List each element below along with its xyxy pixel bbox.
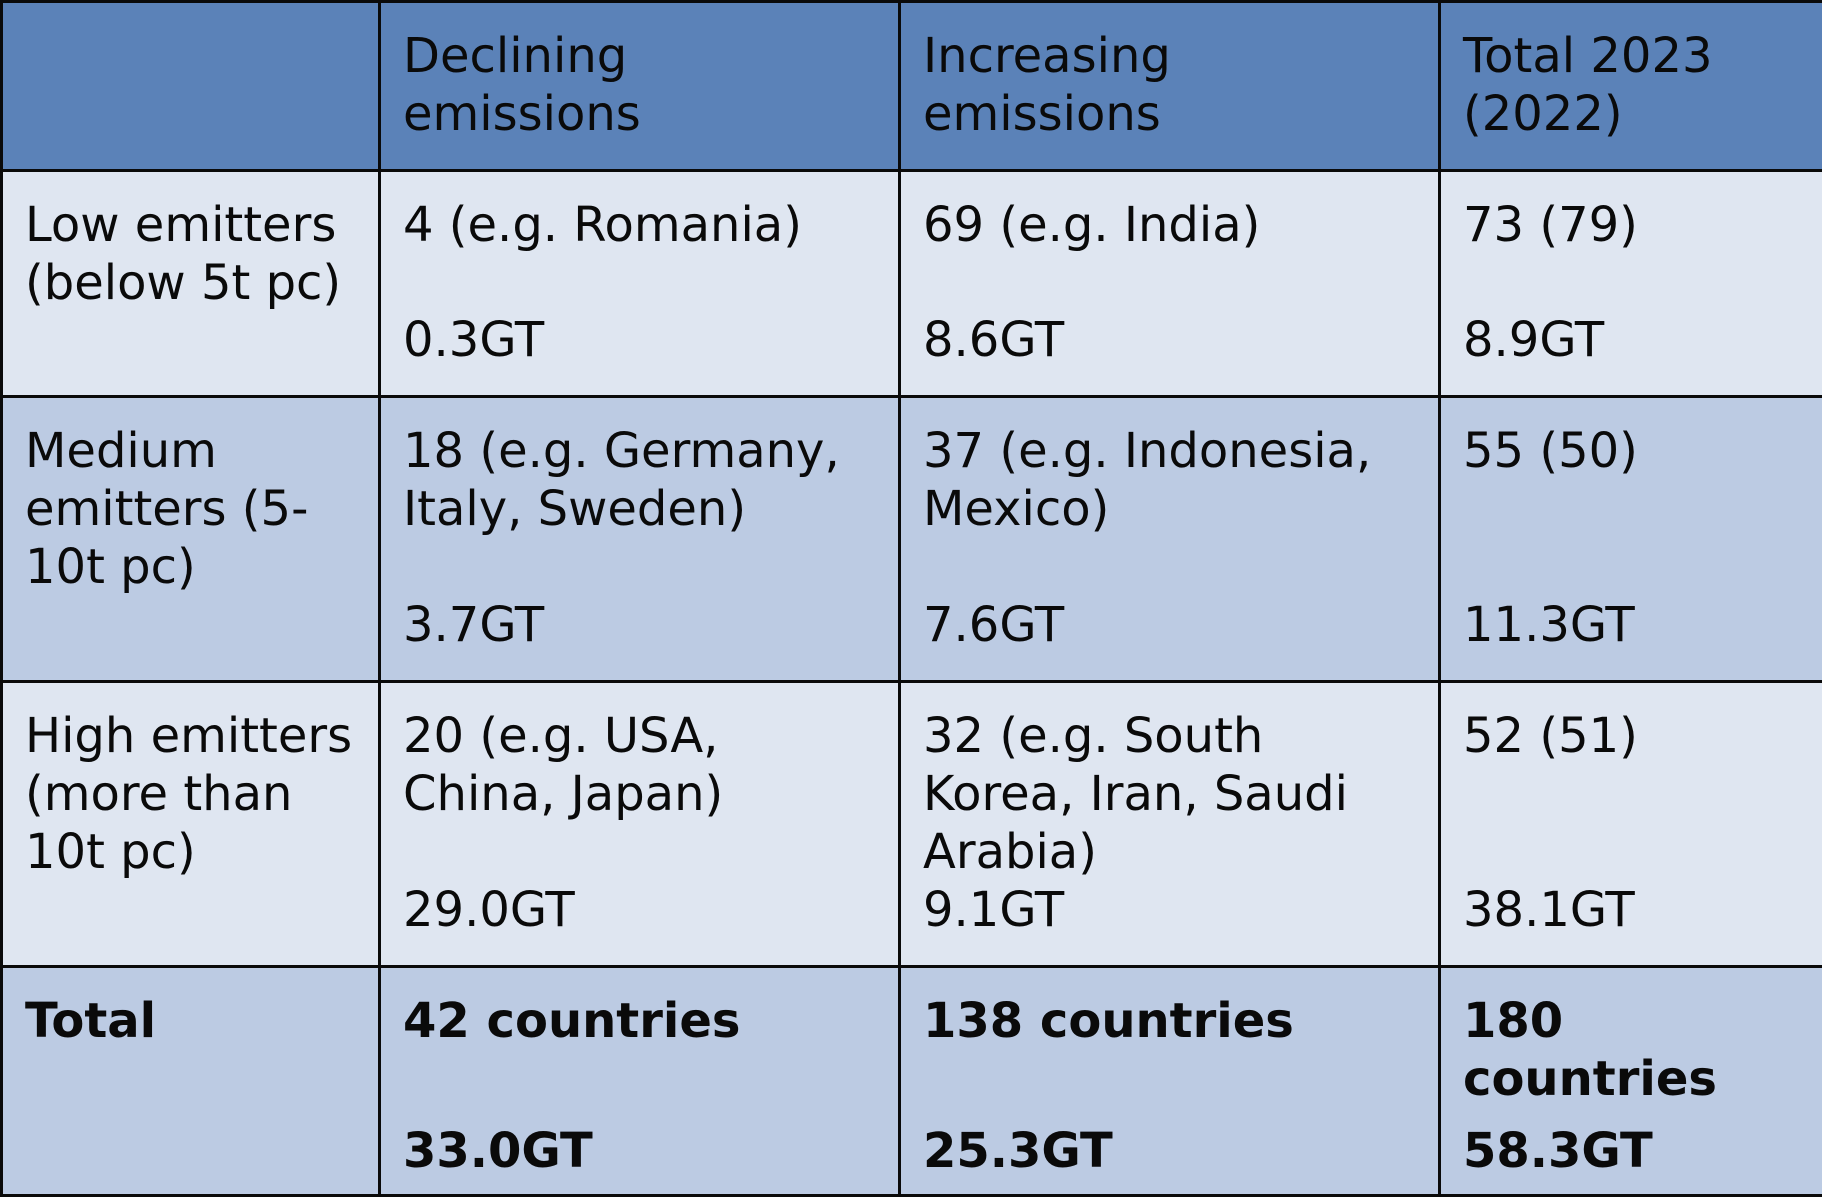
cell-declining: 18 (e.g. Germany, Italy, Sweden) 3.7GT — [380, 397, 900, 682]
cell-count: 69 (e.g. India) — [923, 196, 1418, 254]
cell-increasing: 32 (e.g. South Korea, Iran, Saudi Arabia… — [900, 682, 1440, 967]
header-corner — [2, 2, 380, 171]
row-label: Medium emitters (5-10t pc) — [2, 397, 380, 682]
cell-gt: 58.3GT — [1463, 1122, 1802, 1194]
cell-count: 37 (e.g. Indonesia, Mexico) — [923, 422, 1418, 538]
cell-gt: 11.3GT — [1463, 596, 1802, 680]
row-label: Low emitters (below 5t pc) — [2, 171, 380, 397]
cell-total: 180 countries 58.3GT — [1440, 967, 1822, 1196]
cell-declining: 20 (e.g. USA, China, Japan) 29.0GT — [380, 682, 900, 967]
cell-count: 42 countries — [403, 992, 878, 1050]
cell-count: 32 (e.g. South Korea, Iran, Saudi Arabia… — [923, 707, 1418, 881]
cell-increasing: 138 countries 25.3GT — [900, 967, 1440, 1196]
row-label-text: Medium emitters (5-10t pc) — [25, 423, 308, 595]
cell-gt: 33.0GT — [403, 1122, 878, 1194]
header-declining: Declining emissions — [380, 2, 900, 171]
cell-count: 55 (50) — [1463, 422, 1802, 480]
cell-count: 180 countries — [1463, 992, 1802, 1108]
row-label-text: Low emitters (below 5t pc) — [25, 197, 341, 311]
cell-declining: 42 countries 33.0GT — [380, 967, 900, 1196]
cell-gt: 9.1GT — [923, 881, 1418, 965]
table-row-low-emitters: Low emitters (below 5t pc) 4 (e.g. Roman… — [2, 171, 1822, 397]
cell-count: 73 (79) — [1463, 196, 1802, 254]
header-total: Total 2023 (2022) — [1440, 2, 1822, 171]
header-increasing: Increasing emissions — [900, 2, 1440, 171]
cell-count: 18 (e.g. Germany, Italy, Sweden) — [403, 422, 878, 538]
cell-count: 4 (e.g. Romania) — [403, 196, 878, 254]
cell-increasing: 37 (e.g. Indonesia, Mexico) 7.6GT — [900, 397, 1440, 682]
row-label-text: Total — [25, 993, 156, 1049]
row-label-text: High emitters (more than 10t pc) — [25, 708, 352, 880]
header-row: Declining emissions Increasing emissions… — [2, 2, 1822, 171]
cell-gt: 8.6GT — [923, 311, 1418, 395]
cell-gt: 0.3GT — [403, 311, 878, 395]
cell-gt: 3.7GT — [403, 596, 878, 680]
cell-total: 55 (50) 11.3GT — [1440, 397, 1822, 682]
cell-gt: 8.9GT — [1463, 311, 1802, 395]
cell-total: 52 (51) 38.1GT — [1440, 682, 1822, 967]
cell-increasing: 69 (e.g. India) 8.6GT — [900, 171, 1440, 397]
table-row-total: Total 42 countries 33.0GT 138 countries … — [2, 967, 1822, 1196]
row-label: High emitters (more than 10t pc) — [2, 682, 380, 967]
cell-gt: 7.6GT — [923, 596, 1418, 680]
table-row-high-emitters: High emitters (more than 10t pc) 20 (e.g… — [2, 682, 1822, 967]
cell-gt: 38.1GT — [1463, 881, 1802, 965]
cell-total: 73 (79) 8.9GT — [1440, 171, 1822, 397]
row-label: Total — [2, 967, 380, 1196]
table-row-medium-emitters: Medium emitters (5-10t pc) 18 (e.g. Germ… — [2, 397, 1822, 682]
cell-count: 138 countries — [923, 992, 1418, 1050]
cell-gt: 29.0GT — [403, 881, 878, 965]
cell-gt: 25.3GT — [923, 1122, 1418, 1194]
cell-count: 20 (e.g. USA, China, Japan) — [403, 707, 878, 823]
cell-declining: 4 (e.g. Romania) 0.3GT — [380, 171, 900, 397]
cell-count: 52 (51) — [1463, 707, 1802, 765]
